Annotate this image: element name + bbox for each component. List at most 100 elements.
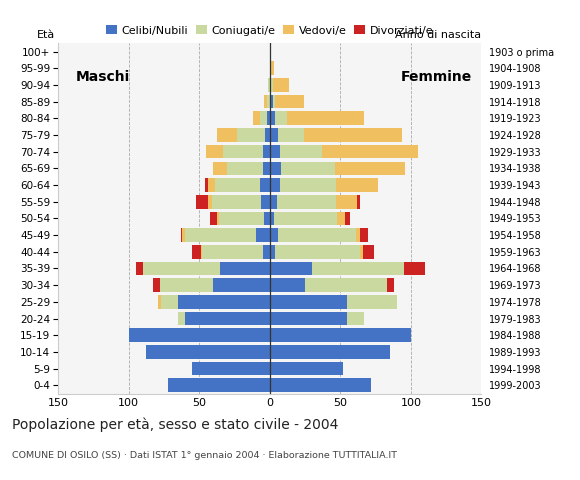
Bar [161,295,178,309]
Bar [266,128,270,142]
Bar [215,178,260,192]
Bar [336,195,357,208]
Bar [218,128,237,142]
Bar [277,195,336,208]
Bar [270,111,275,125]
Bar [227,161,263,175]
Bar [160,278,213,292]
Bar [338,212,345,225]
Bar [208,195,212,208]
Bar [278,128,303,142]
Bar [202,245,263,259]
Bar [274,212,338,225]
Bar [270,145,280,158]
Bar [322,145,418,158]
Bar [267,95,270,108]
Bar [273,78,289,92]
Bar [220,262,270,276]
Bar [269,78,270,92]
Bar [158,295,161,309]
Bar [270,328,411,342]
Bar [280,145,322,158]
Bar [270,278,305,292]
Bar [263,161,270,175]
Bar [192,245,201,259]
Text: Maschi: Maschi [76,70,130,84]
Bar [201,245,202,259]
Bar [264,212,270,225]
Bar [276,95,303,108]
Bar [267,111,270,125]
Bar [178,312,185,325]
Bar [264,95,267,108]
Bar [271,78,273,92]
Bar [357,195,360,208]
Bar [347,295,397,309]
Bar [178,295,270,309]
Bar [387,278,394,292]
Bar [146,345,270,359]
Bar [261,195,270,208]
Bar [212,195,261,208]
Bar [208,178,215,192]
Bar [213,161,227,175]
Bar [213,278,270,292]
Bar [270,245,275,259]
Bar [270,345,390,359]
Bar [218,212,219,225]
Bar [347,312,364,325]
Bar [360,228,368,242]
Bar [303,128,403,142]
Bar [270,262,312,276]
Bar [335,161,405,175]
Bar [196,195,208,208]
Bar [404,262,425,276]
Bar [253,111,260,125]
Bar [363,245,374,259]
Bar [270,195,277,208]
Text: Età: Età [37,30,55,40]
Bar [305,278,387,292]
Bar [263,145,270,158]
Text: COMUNE DI OSILO (SS) · Dati ISTAT 1° gennaio 2004 · Elaborazione TUTTITALIA.IT: COMUNE DI OSILO (SS) · Dati ISTAT 1° gen… [12,451,397,460]
Bar [270,362,343,375]
Text: Popolazione per età, sesso e stato civile - 2004: Popolazione per età, sesso e stato civil… [12,418,338,432]
Bar [168,378,270,392]
Bar [143,262,220,276]
Bar [219,212,264,225]
Bar [270,312,347,325]
Bar [270,295,347,309]
Bar [345,212,350,225]
Bar [206,145,223,158]
Bar [270,61,274,75]
Text: Anno di nascita: Anno di nascita [396,30,481,40]
Legend: Celibi/Nubili, Coniugati/e, Vedovi/e, Divorziati/e: Celibi/Nubili, Coniugati/e, Vedovi/e, Di… [102,21,438,40]
Bar [276,111,287,125]
Bar [336,178,378,192]
Bar [181,228,182,242]
Bar [205,178,208,192]
Bar [136,262,143,276]
Bar [270,212,274,225]
Bar [270,78,271,92]
Bar [270,378,371,392]
Bar [281,161,335,175]
Bar [270,178,280,192]
Bar [270,161,281,175]
Bar [270,228,278,242]
Bar [211,212,218,225]
Bar [270,95,273,108]
Bar [287,111,364,125]
Bar [260,178,270,192]
Bar [312,262,404,276]
Bar [278,228,356,242]
Bar [237,128,266,142]
Bar [276,245,360,259]
Bar [263,245,270,259]
Bar [153,278,160,292]
Bar [185,312,270,325]
Bar [182,228,185,242]
Bar [260,111,267,125]
Bar [185,228,256,242]
Bar [360,245,363,259]
